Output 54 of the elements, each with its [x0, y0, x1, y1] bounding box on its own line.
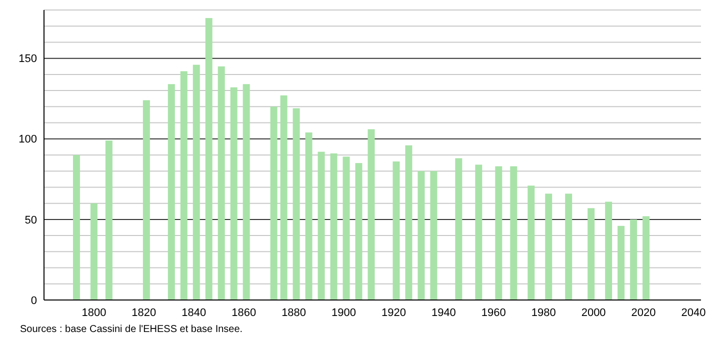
bar — [305, 132, 312, 300]
bar — [142, 100, 150, 300]
bar — [455, 158, 462, 300]
bar — [280, 95, 288, 300]
x-tick-label: 1980 — [531, 307, 556, 319]
bar — [430, 171, 438, 300]
x-tick-label: 1920 — [381, 307, 406, 319]
y-tick-label: 150 — [18, 53, 37, 66]
source-note: Sources : base Cassini de l'EHESS et base Insee. — [20, 324, 243, 335]
bar — [605, 202, 612, 300]
x-tick-label: 1860 — [232, 307, 256, 319]
bar — [642, 216, 650, 300]
x-tick-label: 1960 — [481, 307, 506, 319]
x-tick-label: 1940 — [431, 307, 456, 319]
bar — [292, 108, 300, 300]
bar — [528, 186, 535, 300]
y-tick-label: 50 — [24, 214, 37, 226]
bar — [405, 145, 412, 300]
bar — [510, 166, 518, 300]
bar — [495, 166, 502, 300]
bar — [105, 140, 112, 300]
x-tick-label: 1800 — [82, 307, 106, 319]
bar — [168, 84, 175, 300]
bar — [270, 106, 278, 300]
bar — [72, 155, 80, 300]
x-tick-label: 2040 — [681, 307, 706, 319]
bar — [342, 156, 350, 300]
bar — [565, 194, 572, 300]
x-tick-label: 1900 — [332, 307, 356, 319]
x-tick-label: 2000 — [581, 307, 606, 319]
bar — [180, 71, 188, 300]
bar — [618, 226, 625, 300]
bar — [475, 164, 482, 300]
bar — [355, 163, 362, 300]
x-tick-label: 1820 — [132, 307, 156, 319]
bar — [205, 18, 212, 300]
bar — [588, 208, 595, 300]
bar — [545, 194, 552, 300]
bar — [242, 84, 250, 300]
bar — [218, 66, 225, 300]
bar — [418, 171, 425, 300]
bar — [330, 153, 338, 300]
bar — [230, 87, 238, 300]
x-tick-label: 1840 — [182, 307, 206, 319]
bar — [318, 152, 325, 300]
bar — [192, 64, 200, 300]
x-tick-label: 2020 — [631, 307, 656, 319]
bar — [90, 203, 98, 300]
bar — [630, 219, 638, 300]
x-tick-label: 1880 — [282, 307, 306, 319]
y-tick-label: 0 — [30, 294, 37, 307]
bar — [392, 161, 400, 300]
bar — [368, 129, 375, 300]
y-tick-label: 100 — [18, 134, 37, 146]
